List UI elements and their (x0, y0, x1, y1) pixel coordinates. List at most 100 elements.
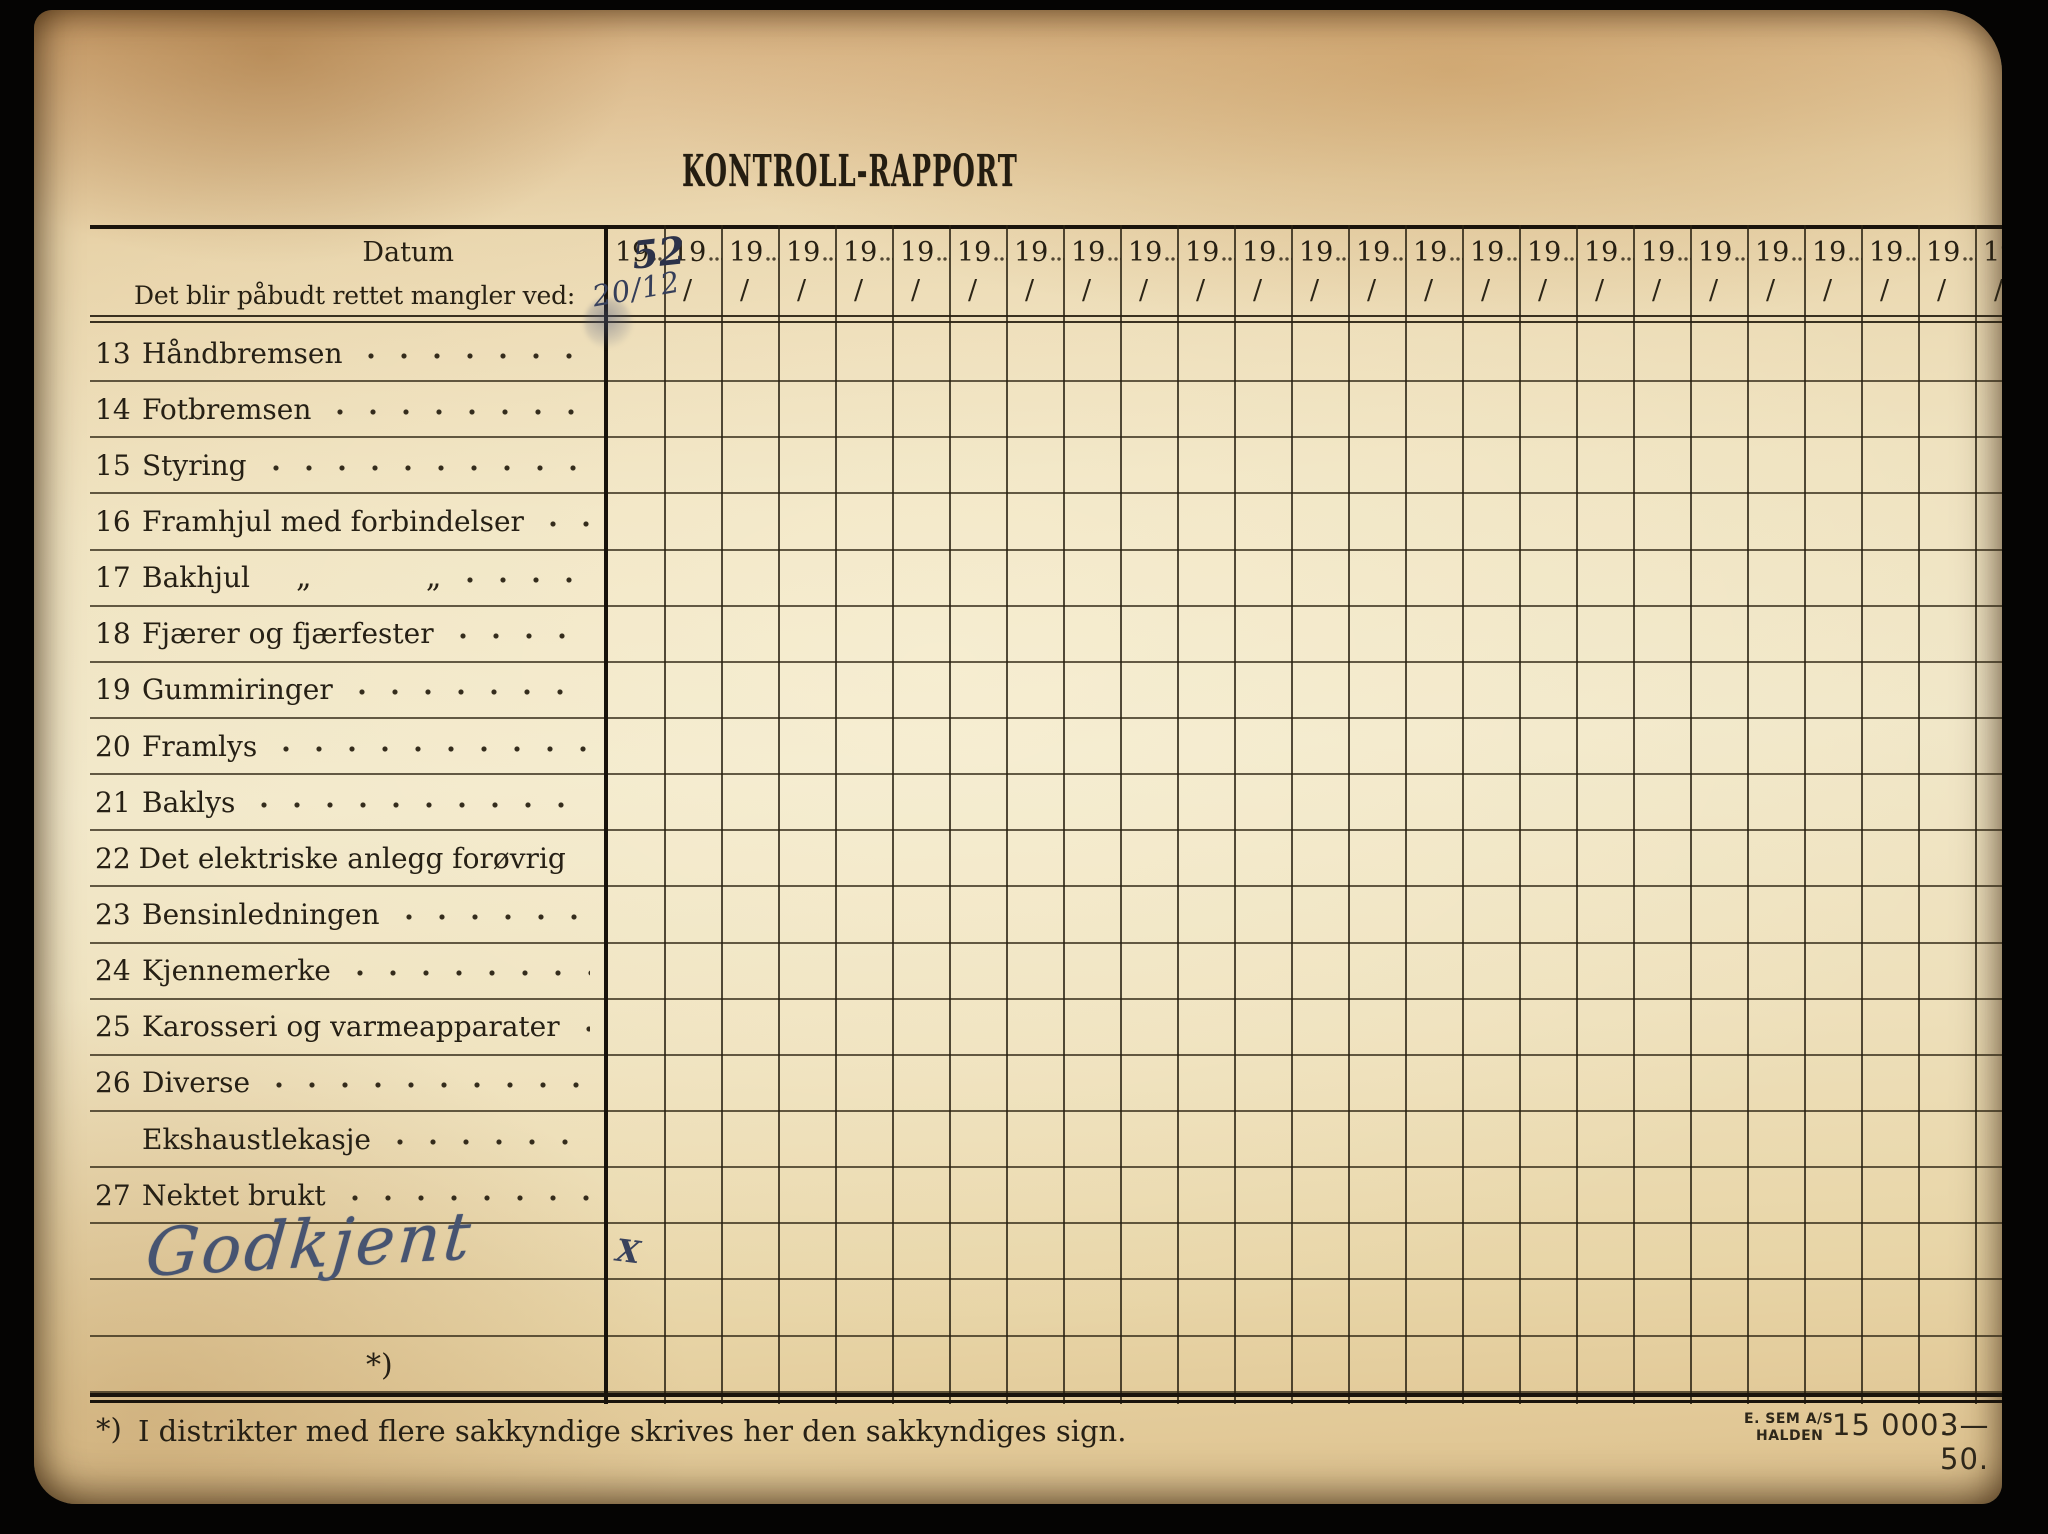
date-slash: / (1937, 275, 1947, 306)
row-label: Kjennemerke (142, 954, 331, 988)
row-label-cell: 20 Framlys (90, 719, 604, 773)
date-slash: / (683, 275, 693, 306)
row-label: Bakhjul (142, 561, 250, 595)
row-number: 21 (95, 785, 131, 819)
year-dotted-line (1678, 257, 1691, 261)
year-dotted-line (1051, 257, 1064, 261)
year-dotted-line (652, 257, 665, 261)
dotted-leader (337, 408, 590, 416)
grid-column-line (892, 225, 894, 1404)
year-prefix: 19 (900, 237, 935, 268)
date-slash: / (1880, 275, 1890, 306)
year-prefix: 19 (1926, 237, 1961, 268)
printer-date-code: 3—50. (1940, 1408, 1990, 1476)
year-prefix: 19 (1128, 237, 1163, 268)
table-bottom-rule (90, 1393, 2002, 1397)
year-header-cell: 19 (1919, 237, 1976, 268)
year-prefix: 19 (1356, 237, 1391, 268)
row-label-cell: 13 Håndbremsen (90, 326, 604, 380)
inspection-row: 22 Det elektriske anlegg forøvrig (90, 831, 2002, 888)
year-header-cell: 19 (836, 237, 893, 268)
year-prefix: 19 (1584, 237, 1619, 268)
grid-column-line (1804, 225, 1806, 1404)
year-dotted-line (1906, 257, 1919, 261)
year-dotted-line (1507, 257, 1520, 261)
grid-column-line (778, 225, 780, 1404)
inspection-row: 23 Bensinledningen (90, 887, 2002, 944)
year-dotted-line (1963, 257, 1976, 261)
row-label: Bensinledningen (142, 897, 380, 931)
row-number: 14 (95, 392, 131, 426)
printer-name: E. SEM A/S (1744, 1411, 1834, 1427)
header-instruction: Det blir påbudt rettet mangler ved: (134, 281, 576, 310)
row-label-cell: Ekshaustlekasje (90, 1112, 604, 1166)
dotted-leader (356, 970, 590, 978)
year-header-cell: 19 (1064, 237, 1121, 268)
year-dotted-line (709, 257, 722, 261)
approval-x-mark: X (613, 1232, 643, 1272)
date-slash: / (1994, 275, 2002, 306)
sign-here-row (90, 1337, 2002, 1393)
year-dotted-line (1735, 257, 1748, 261)
year-prefix: 19 (1641, 237, 1676, 268)
grid-column-line (1291, 225, 1293, 1404)
date-slash: / (1652, 275, 1662, 306)
dotted-leader (396, 1138, 590, 1146)
row-number: 16 (95, 504, 131, 538)
date-slash: / (1595, 275, 1605, 306)
year-prefix: 19 (615, 237, 650, 268)
kontroll-rapport-card: KONTROLL-RAPPORT Datum Det blir påbudt r… (34, 10, 2002, 1504)
inspection-row: 14 Fotbremsen (90, 382, 2002, 439)
year-prefix: 19 (1014, 237, 1049, 268)
year-prefix: 19 (1185, 237, 1220, 268)
year-dotted-line (994, 257, 1007, 261)
date-slash: / (1424, 275, 1434, 306)
year-prefix: 19 (1755, 237, 1790, 268)
year-header-cell: 19 (665, 237, 722, 268)
row-label: Fotbremsen (142, 392, 312, 426)
year-prefix: 19 (1071, 237, 1106, 268)
header-divider-rule (90, 315, 2002, 317)
row-label-cell: 26 Diverse (90, 1056, 604, 1110)
row-label-cell: 15 Styring (90, 438, 604, 492)
year-prefix: 19 (1242, 237, 1277, 268)
dotted-leader (467, 577, 590, 585)
table-top-rule (90, 225, 2002, 229)
year-header-cell: 19 (1634, 237, 1691, 268)
row-label-cell: 22 Det elektriske anlegg forøvrig (90, 831, 604, 885)
year-header-cell: 19 (1748, 237, 1805, 268)
year-dotted-line (1621, 257, 1634, 261)
row-label: Det elektriske anlegg forøvrig (138, 841, 566, 875)
date-slash: / (1253, 275, 1263, 306)
grid-column-line (1177, 225, 1179, 1404)
row-label-cell: 18 Fjærer og fjærfester (90, 607, 604, 661)
row-number: 27 (95, 1178, 131, 1212)
dotted-leader (459, 633, 590, 641)
row-number: 26 (95, 1066, 131, 1100)
row-label-cell: 25 Karosseri og varmeapparater (90, 1000, 604, 1054)
row-number: 15 (95, 448, 131, 482)
dotted-leader (261, 801, 590, 809)
year-header-cell: 19 (1577, 237, 1634, 268)
grid-column-line (1918, 225, 1920, 1404)
year-header-cell: 19 (608, 237, 665, 268)
footnote-marker: *) (96, 1412, 122, 1446)
year-dotted-line (1849, 257, 1862, 261)
header-divider-rule (90, 321, 2002, 323)
inspection-row: 26 Diverse (90, 1056, 2002, 1112)
grid-column-line (1006, 225, 1008, 1404)
row-label-cell: 14 Fotbremsen (90, 382, 604, 436)
grid-column-line (949, 225, 951, 1404)
year-prefix: 19 (1470, 237, 1505, 268)
date-slash: / (1481, 275, 1491, 306)
date-slash: / (1139, 275, 1149, 306)
inspection-row: 25 Karosseri og varmeapparater (90, 1000, 2002, 1056)
year-header-cell: 19 (722, 237, 779, 268)
inspection-row: 19 Gummiringer (90, 663, 2002, 719)
row-label-cell: 16 Framhjul med forbindelser (90, 494, 604, 548)
date-slash: / (1709, 275, 1719, 306)
year-dotted-line (823, 257, 836, 261)
dotted-leader (358, 689, 590, 697)
year-prefix: 19 (843, 237, 878, 268)
